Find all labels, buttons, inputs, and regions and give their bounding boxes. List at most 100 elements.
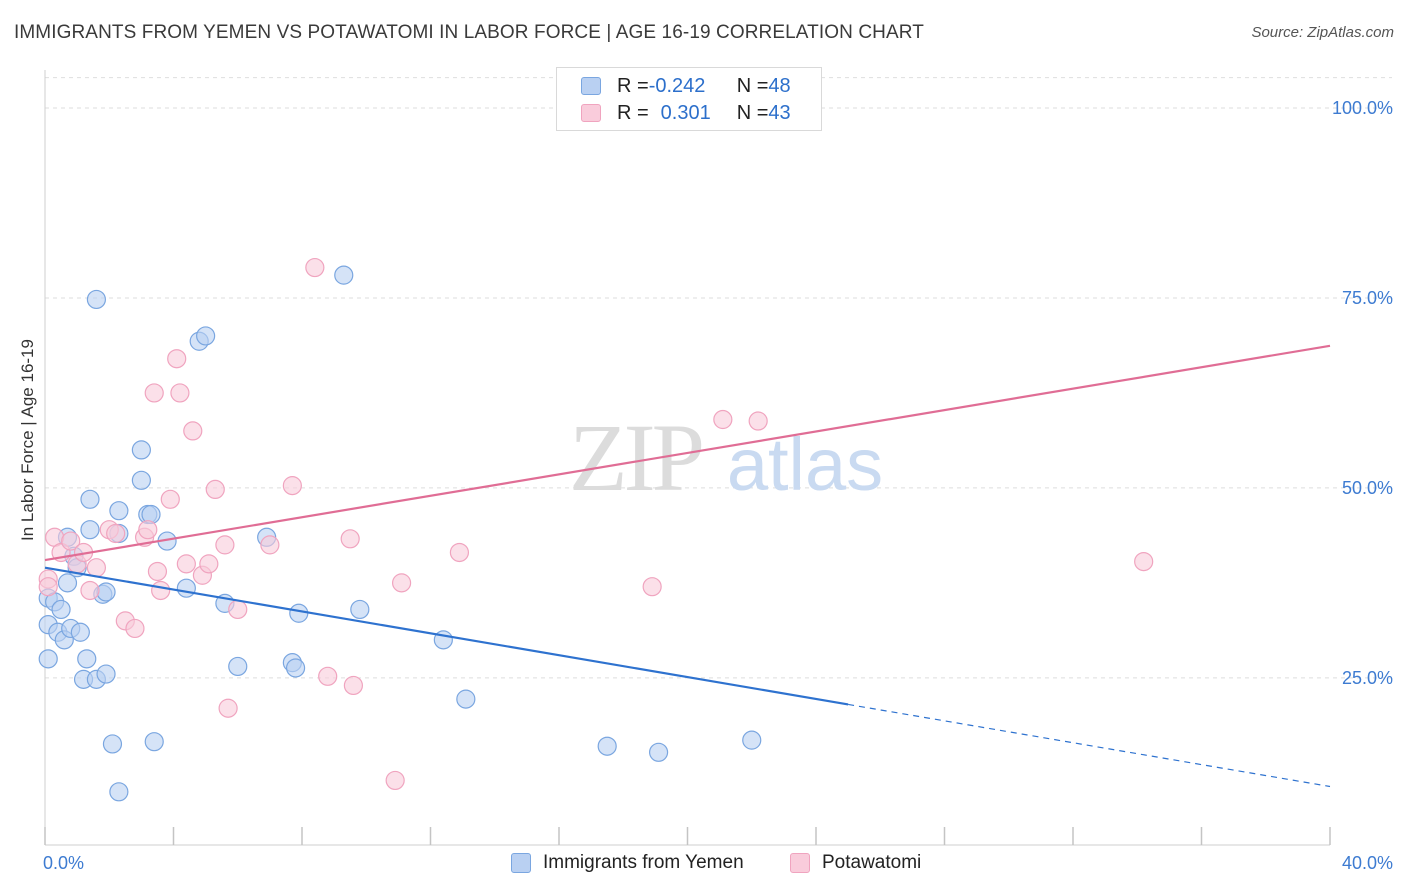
legend-row-yemen: R = -0.242 N = 48	[581, 73, 791, 99]
data-point-potawatomi	[340, 529, 360, 549]
data-point-yemen	[350, 599, 370, 620]
y-tick-label: 50.0%	[1342, 478, 1393, 498]
grid-lines	[45, 77, 1392, 679]
data-point-potawatomi	[176, 554, 196, 574]
data-point-yemen	[70, 622, 90, 642]
data-point-yemen	[102, 734, 123, 754]
data-point-yemen	[131, 470, 151, 490]
bottom-legend-swatch-potawatomi	[790, 853, 810, 873]
data-point-yemen	[648, 742, 669, 762]
trend-line-yemen-extension	[848, 703, 1331, 788]
data-point-yemen	[109, 501, 129, 521]
bottom-legend-label-potawatomi: Potawatomi	[822, 852, 922, 873]
data-point-potawatomi	[147, 561, 168, 582]
legend-swatch-yemen	[581, 77, 601, 95]
data-point-potawatomi	[391, 573, 412, 593]
data-point-potawatomi	[385, 770, 405, 791]
data-point-potawatomi	[167, 349, 187, 369]
data-point-potawatomi	[228, 599, 248, 620]
data-point-yemen	[77, 649, 97, 669]
data-point-potawatomi	[86, 558, 107, 578]
data-point-potawatomi	[199, 554, 219, 574]
data-point-potawatomi	[170, 383, 190, 403]
legend-r-value: -0.242	[648, 74, 706, 97]
data-point-potawatomi	[318, 666, 338, 686]
data-point-yemen	[80, 520, 100, 540]
bottom-legend-yemen: Immigrants from Yemen	[511, 852, 744, 874]
axes	[44, 70, 1331, 846]
legend-row-potawatomi: R = 0.301 N = 43	[581, 100, 791, 126]
data-point-yemen	[285, 658, 306, 678]
data-point-potawatomi	[449, 542, 470, 563]
tick-labels: 25.0% 50.0% 75.0% 100.0% 0.0% 40.0%	[43, 98, 1393, 873]
data-point-yemen	[96, 582, 116, 602]
data-point-yemen	[742, 730, 762, 750]
y-tick-label: 25.0%	[1342, 668, 1393, 688]
data-point-yemen	[109, 782, 129, 802]
data-point-potawatomi	[343, 675, 363, 696]
data-point-yemen	[80, 489, 100, 509]
data-point-yemen	[228, 656, 248, 677]
legend-swatch-potawatomi	[581, 104, 601, 122]
bottom-legend-potawatomi: Potawatomi	[790, 852, 921, 874]
data-point-potawatomi	[183, 421, 203, 441]
data-point-yemen	[597, 736, 617, 756]
data-point-yemen	[131, 440, 151, 460]
data-point-potawatomi	[260, 535, 280, 555]
data-point-potawatomi	[61, 531, 81, 551]
data-point-yemen	[51, 599, 71, 620]
data-point-potawatomi	[151, 580, 171, 601]
data-point-potawatomi	[38, 577, 58, 597]
data-point-yemen	[57, 573, 78, 593]
legend-n-value: 43	[768, 101, 791, 124]
watermark: ZIP atlas	[569, 404, 883, 511]
data-point-potawatomi	[305, 257, 325, 278]
data-point-potawatomi	[138, 520, 158, 540]
x-tick-label: 0.0%	[43, 853, 84, 873]
data-point-potawatomi	[80, 580, 100, 601]
legend-n-value: 48	[768, 74, 791, 97]
data-point-yemen	[196, 326, 216, 346]
data-point-potawatomi	[748, 411, 768, 431]
legend-r-value: 0.301	[660, 101, 711, 124]
data-point-potawatomi	[713, 409, 733, 430]
x-tick-label: 40.0%	[1342, 853, 1393, 873]
data-point-yemen	[86, 289, 107, 310]
data-point-yemen	[289, 603, 309, 623]
bottom-legend-swatch-yemen	[511, 853, 531, 873]
watermark-atlas: atlas	[727, 423, 883, 506]
data-point-potawatomi	[215, 535, 235, 555]
bottom-legend-label-yemen: Immigrants from Yemen	[543, 852, 744, 873]
legend-n-label: N =	[736, 101, 769, 124]
source-label: Source: ZipAtlas.com	[1251, 24, 1394, 41]
y-axis-label-wrap: In Labor Force | Age 16-19	[16, 290, 40, 590]
data-point-potawatomi	[144, 383, 164, 403]
data-point-potawatomi	[160, 489, 180, 509]
trend-line-yemen	[44, 566, 849, 706]
stats-legend: R = -0.242 N = 48 R = 0.301 N = 43	[556, 67, 822, 131]
data-point-yemen	[38, 649, 58, 669]
data-point-potawatomi	[106, 523, 126, 544]
legend-r-label: R =	[617, 74, 649, 97]
data-point-yemen	[176, 578, 196, 598]
chart-title: IMMIGRANTS FROM YEMEN VS POTAWATOMI IN L…	[14, 22, 924, 43]
legend-r-label: R =	[617, 101, 649, 124]
data-point-potawatomi	[642, 577, 662, 597]
data-point-potawatomi	[125, 618, 145, 639]
trend-line-potawatomi	[44, 344, 1331, 562]
y-tick-label: 75.0%	[1342, 288, 1393, 308]
data-point-yemen	[334, 265, 354, 285]
data-point-potawatomi	[205, 479, 225, 500]
data-point-yemen	[96, 664, 116, 684]
trend-lines	[44, 344, 1331, 788]
y-tick-label: 100.0%	[1332, 98, 1393, 118]
data-point-yemen	[144, 732, 164, 752]
data-point-yemen	[456, 689, 476, 709]
watermark-zip: ZIP	[569, 404, 702, 511]
data-point-potawatomi	[282, 476, 302, 496]
legend-n-label: N =	[736, 74, 769, 97]
y-axis-label: In Labor Force | Age 16-19	[18, 339, 37, 541]
data-point-potawatomi	[218, 698, 238, 718]
data-points	[38, 98, 1154, 802]
